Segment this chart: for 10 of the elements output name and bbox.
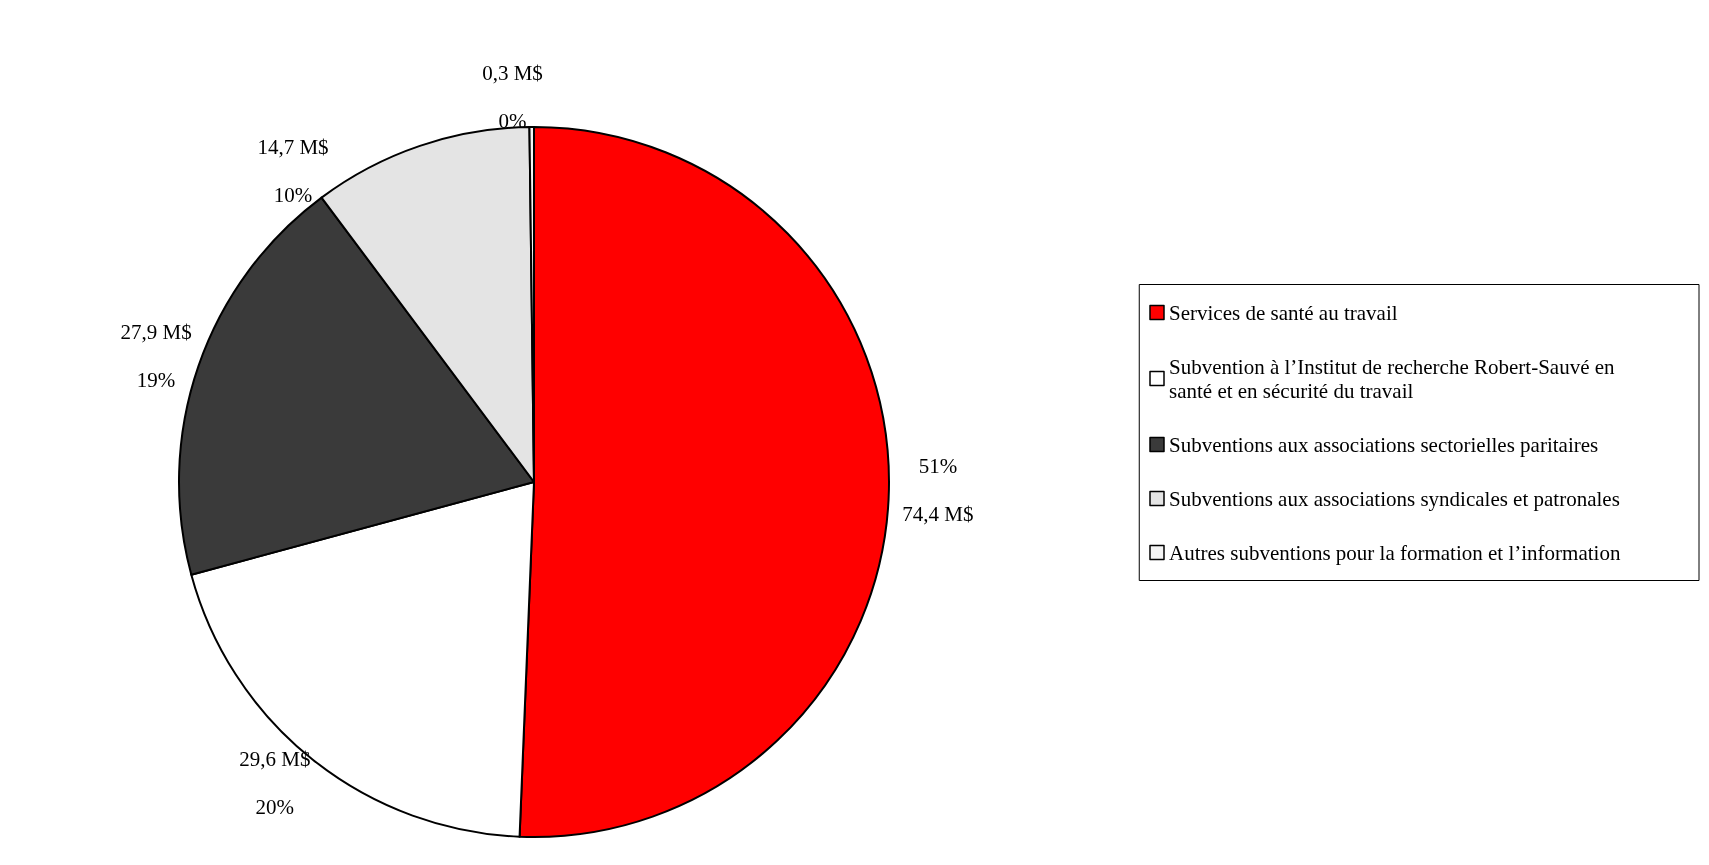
legend-label: Subvention à l’Institut de recherche Robert-Sauvé en santé et en sécurité du travail <box>1169 354 1620 403</box>
data-label: 14,7 M$ 10% <box>257 135 329 208</box>
data-label: 0,3 M$ 0% <box>482 61 543 134</box>
legend-label: Subventions aux associations sectorielles paritaires <box>1169 432 1599 457</box>
legend-label: Autres subventions pour la formation et l’information <box>1169 540 1621 565</box>
legend-label: Services de santé au travail <box>1169 300 1398 325</box>
legend-label: Subventions aux associations syndicales et patronales <box>1169 486 1620 511</box>
data-label: 27,9 M$ 19% <box>120 320 192 393</box>
data-label: 51% 74,4 M$ <box>902 453 974 526</box>
data-label: 29,6 M$ 20% <box>239 746 311 819</box>
